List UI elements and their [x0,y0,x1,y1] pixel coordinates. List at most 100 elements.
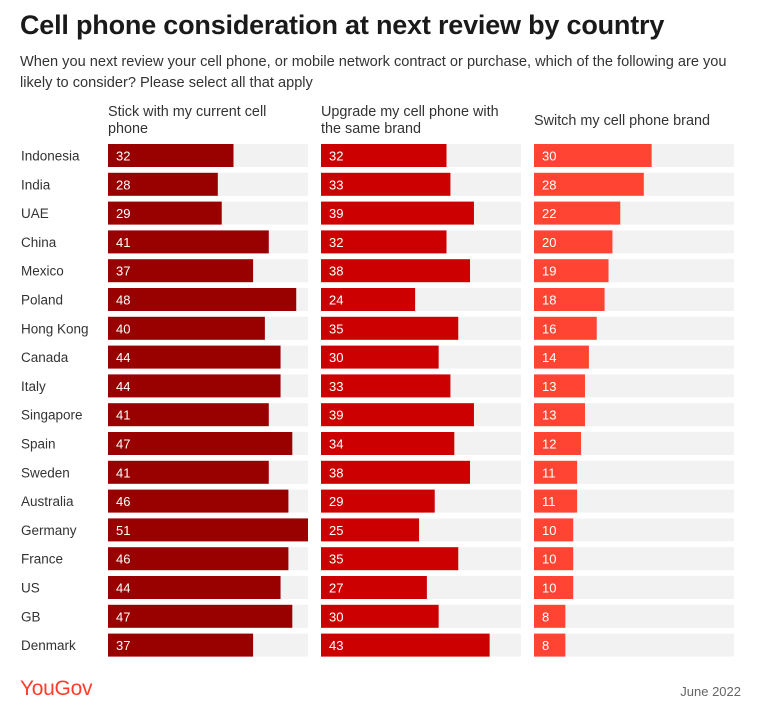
value-label-stick-denmark: 37 [116,638,130,653]
value-label-upgrade-canada: 30 [329,350,343,365]
bar-track-switch-spain [534,432,734,455]
bar-upgrade-gb [321,604,439,628]
value-label-stick-france: 46 [116,552,130,567]
value-label-upgrade-italy: 33 [329,379,343,394]
value-label-stick-poland: 48 [116,293,130,308]
value-label-stick-italy: 44 [116,379,130,394]
bar-switch-singapore [534,403,585,427]
value-label-switch-poland: 18 [542,293,556,308]
value-label-upgrade-poland: 24 [329,293,343,308]
bar-stick-indonesia [108,144,234,167]
value-label-switch-india: 28 [542,177,556,192]
value-label-upgrade-denmark: 43 [329,638,343,653]
value-label-stick-indonesia: 32 [116,149,130,164]
country-label-italy: Italy [21,379,46,394]
bar-switch-france [534,547,574,571]
value-label-upgrade-france: 35 [329,552,343,567]
bar-track-switch-us [534,576,734,599]
value-label-switch-australia: 11 [542,494,556,509]
value-label-switch-sweden: 11 [542,465,556,480]
bar-stick-germany [108,518,308,542]
publication-date: June 2022 [680,684,741,699]
bar-switch-hong-kong [534,316,597,340]
value-label-upgrade-india: 33 [329,177,343,192]
chart-title: Cell phone consideration at next review … [20,10,665,40]
value-label-stick-spain: 47 [116,437,130,452]
bar-upgrade-indonesia [321,144,447,167]
chart-subtitle: When you next review your cell phone, or… [20,54,727,91]
value-label-stick-canada: 44 [116,350,130,365]
country-label-sweden: Sweden [21,465,70,480]
bar-upgrade-italy [321,374,451,398]
value-label-upgrade-uae: 39 [329,206,343,221]
country-label-uae: UAE [21,206,49,221]
value-label-upgrade-gb: 30 [329,609,343,624]
bar-switch-spain [534,432,582,455]
value-label-stick-singapore: 41 [116,408,130,423]
bar-switch-sweden [534,460,578,484]
value-label-upgrade-australia: 29 [329,494,343,509]
bar-upgrade-australia [321,489,435,513]
value-label-upgrade-hong-kong: 35 [329,321,343,336]
bar-track-switch-denmark [534,633,734,657]
value-label-upgrade-sweden: 38 [329,465,343,480]
value-label-stick-germany: 51 [116,523,130,538]
value-label-switch-germany: 10 [542,523,556,538]
bar-upgrade-france [321,547,459,571]
value-label-stick-india: 28 [116,177,130,192]
bar-stick-poland [108,288,297,311]
value-label-upgrade-us: 27 [329,581,343,596]
value-label-stick-us: 44 [116,581,130,596]
bar-upgrade-canada [321,345,439,369]
bar-stick-denmark [108,633,254,657]
bar-switch-gb [534,604,566,628]
value-label-stick-sweden: 41 [116,465,130,480]
bar-switch-poland [534,288,605,311]
value-label-switch-singapore: 13 [542,408,556,423]
bar-stick-singapore [108,403,269,427]
value-label-upgrade-spain: 34 [329,437,343,452]
bar-switch-china [534,230,613,254]
bar-upgrade-india [321,172,451,196]
value-label-stick-hong-kong: 40 [116,321,130,336]
bar-upgrade-mexico [321,259,471,283]
value-label-switch-canada: 14 [542,350,556,365]
bar-upgrade-uae [321,201,474,225]
bar-upgrade-poland [321,288,416,311]
country-label-indonesia: Indonesia [21,149,80,164]
bar-track-switch-sweden [534,460,734,484]
bar-upgrade-sweden [321,460,471,484]
country-label-us: US [21,581,40,596]
country-label-mexico: Mexico [21,264,64,279]
country-label-poland: Poland [21,293,63,308]
bar-stick-china [108,230,269,254]
value-label-switch-denmark: 8 [542,638,549,653]
column-header-upgrade: Upgrade my cell phone with the same bran… [321,104,499,137]
bar-track-switch-gb [534,604,734,628]
bar-stick-hong-kong [108,316,265,340]
value-label-upgrade-singapore: 39 [329,408,343,423]
bar-switch-us [534,576,574,599]
bar-switch-germany [534,518,574,542]
bar-switch-indonesia [534,144,652,167]
bar-upgrade-denmark [321,633,490,657]
value-label-switch-indonesia: 30 [542,149,556,164]
column-header-switch: Switch my cell phone brand [534,113,710,129]
country-label-singapore: Singapore [21,408,83,423]
bar-switch-india [534,172,644,196]
bar-upgrade-spain [321,432,455,455]
bar-switch-australia [534,489,578,513]
country-label-spain: Spain [21,437,56,452]
bar-stick-uae [108,201,222,225]
bar-stick-canada [108,345,281,369]
value-label-switch-hong-kong: 16 [542,321,556,336]
column-header-stick: Stick with my current cell phone [108,104,267,137]
value-label-stick-gb: 47 [116,609,130,624]
bar-switch-italy [534,374,585,398]
value-label-switch-spain: 12 [542,437,556,452]
value-label-stick-australia: 46 [116,494,130,509]
value-label-switch-france: 10 [542,552,556,567]
bar-stick-italy [108,374,281,398]
country-label-hong-kong: Hong Kong [21,321,89,336]
